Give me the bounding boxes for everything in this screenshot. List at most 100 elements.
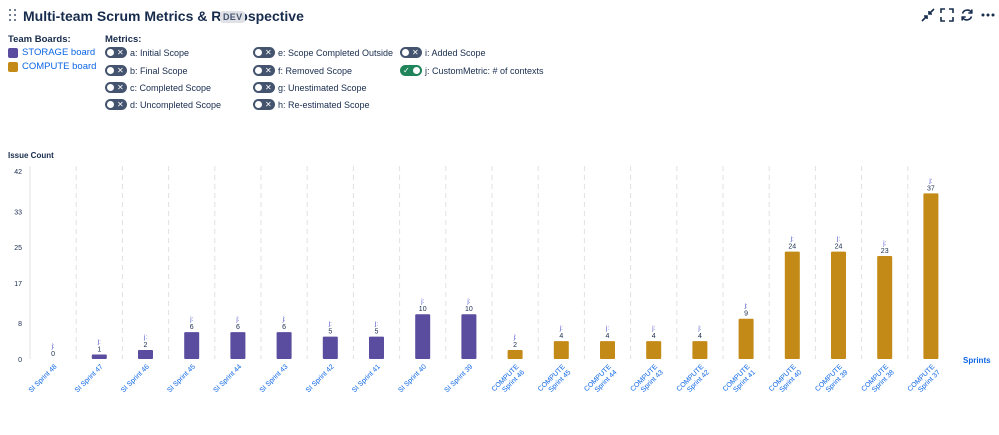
x-tick-label[interactable]: SI Sprint 47 — [74, 363, 105, 394]
y-tick-label: 8 — [18, 321, 22, 328]
data-point-prefix: j: — [235, 317, 239, 323]
metric-toggle-f[interactable]: ✕ f: Removed Scope — [253, 64, 352, 77]
bar[interactable] — [91, 354, 107, 359]
x-tick-label[interactable]: SI Sprint 46 — [120, 363, 151, 394]
bar[interactable] — [461, 314, 477, 359]
bar[interactable] — [923, 193, 939, 359]
metric-toggle-a[interactable]: ✕ a: Initial Scope — [105, 46, 189, 59]
board-name: STORAGE board — [22, 47, 96, 58]
x-tick-label[interactable]: COMPUTESprint 39 — [814, 363, 850, 399]
toggle-switch[interactable]: ✕ — [400, 47, 422, 58]
more-icon[interactable] — [980, 7, 996, 23]
data-label: 23 — [881, 248, 889, 255]
team-boards-legend: Team Boards: STORAGE board COMPUTE board — [8, 34, 96, 73]
toggle-switch[interactable]: ✕ — [105, 99, 127, 110]
x-tick-label[interactable]: SI Sprint 44 — [212, 363, 243, 394]
toggle-switch[interactable]: ✕ — [253, 47, 275, 58]
data-label: 5 — [375, 329, 379, 336]
x-tick-label[interactable]: COMPUTESprint 41 — [722, 363, 758, 399]
bar[interactable] — [784, 251, 800, 359]
x-tick-label[interactable]: COMPUTESprint 40 — [768, 363, 804, 399]
data-point-prefix: j: — [605, 326, 609, 332]
bar[interactable] — [738, 318, 754, 359]
metric-toggle-j[interactable]: ✓ j: CustomMetric: # of contexts — [400, 64, 544, 77]
toggle-switch[interactable]: ✕ — [253, 65, 275, 76]
data-label: 6 — [236, 324, 240, 331]
x-tick-label[interactable]: COMPUTESprint 42 — [676, 363, 712, 399]
data-label: 5 — [328, 329, 332, 336]
data-label: 2 — [144, 342, 148, 349]
x-tick-label[interactable]: COMPUTESprint 43 — [629, 363, 665, 399]
bar[interactable] — [831, 251, 846, 359]
bar[interactable] — [415, 314, 431, 359]
toggle-switch[interactable]: ✕ — [253, 99, 275, 110]
toggle-switch[interactable]: ✓ — [400, 65, 422, 76]
toggle-switch[interactable]: ✕ — [253, 82, 275, 93]
metric-label: d: Uncompleted Scope — [130, 99, 222, 110]
data-point-prefix: j: — [513, 335, 517, 341]
metric-toggle-d[interactable]: ✕ d: Uncompleted Scope — [105, 98, 221, 111]
bar[interactable] — [369, 336, 384, 359]
collapse-icon[interactable] — [920, 7, 936, 23]
x-tick-label[interactable]: SI Sprint 39 — [443, 363, 474, 394]
data-point-prefix: j: — [559, 326, 563, 332]
board-storage[interactable]: STORAGE board — [8, 46, 96, 59]
x-tick-label[interactable]: COMPUTESprint 45 — [537, 363, 573, 399]
x-tick-label[interactable]: COMPUTESprint 38 — [860, 363, 896, 399]
metric-label: a: Initial Scope — [130, 47, 190, 58]
y-tick-label: 17 — [14, 281, 22, 288]
x-tick-label[interactable]: COMPUTESprint 37 — [907, 363, 943, 399]
bar[interactable] — [276, 332, 292, 359]
data-point-prefix: j: — [328, 322, 332, 328]
x-tick-label[interactable]: SI Sprint 42 — [305, 363, 336, 394]
data-label: 2 — [513, 342, 517, 349]
bar[interactable] — [553, 341, 569, 359]
x-tick-label[interactable]: COMPUTESprint 44 — [583, 363, 619, 399]
metric-label: f: Removed Scope — [278, 65, 353, 76]
fullscreen-icon[interactable] — [939, 7, 955, 23]
metric-label: e: Scope Completed Outside — [278, 47, 394, 58]
data-label: 24 — [835, 244, 843, 251]
y-tick-label: 25 — [14, 245, 22, 252]
bar[interactable] — [877, 256, 893, 359]
y-tick-label: 42 — [14, 169, 22, 176]
bar[interactable] — [322, 336, 338, 359]
board-compute[interactable]: COMPUTE board — [8, 60, 96, 73]
metric-toggle-c[interactable]: ✕ c: Completed Scope — [105, 81, 211, 94]
bar[interactable] — [138, 350, 153, 359]
x-tick-label[interactable]: SI Sprint 43 — [259, 363, 290, 394]
x-tick-label[interactable]: SI Sprint 40 — [397, 363, 428, 394]
data-point-prefix: j: — [697, 326, 701, 332]
x-tick-label[interactable]: COMPUTESprint 46 — [491, 363, 527, 399]
toggle-switch[interactable]: ✕ — [105, 47, 127, 58]
data-point-prefix: j: — [651, 326, 655, 332]
toggle-switch[interactable]: ✕ — [105, 65, 127, 76]
data-point-prefix: j: — [466, 299, 470, 305]
data-label: 0 — [51, 351, 55, 358]
toggle-switch[interactable]: ✕ — [105, 82, 127, 93]
data-point-prefix: j: — [51, 344, 55, 350]
metrics-label: Metrics: — [105, 34, 142, 45]
metric-label: c: Completed Scope — [130, 82, 212, 93]
metric-toggle-g[interactable]: ✕ g: Unestimated Scope — [253, 81, 367, 94]
metric-toggle-h[interactable]: ✕ h: Re-estimated Scope — [253, 98, 370, 111]
refresh-icon[interactable] — [959, 7, 975, 23]
metric-toggle-i[interactable]: ✕ i: Added Scope — [400, 46, 486, 59]
data-label: 10 — [465, 306, 473, 313]
bar[interactable] — [184, 332, 200, 359]
x-tick-label[interactable]: SI Sprint 41 — [351, 363, 382, 394]
bar[interactable] — [646, 341, 662, 359]
metric-toggle-e[interactable]: ✕ e: Scope Completed Outside — [253, 46, 393, 59]
bar[interactable] — [692, 341, 708, 359]
drag-handle-icon[interactable] — [9, 9, 19, 23]
bar[interactable] — [230, 332, 246, 359]
metric-label: b: Final Scope — [130, 65, 188, 76]
team-boards-label: Team Boards: — [8, 34, 71, 45]
metric-toggle-b[interactable]: ✕ b: Final Scope — [105, 64, 188, 77]
x-tick-label[interactable]: SI Sprint 45 — [166, 363, 197, 394]
bar[interactable] — [507, 350, 523, 359]
metric-label: i: Added Scope — [425, 47, 486, 58]
bar[interactable] — [600, 341, 615, 359]
x-tick-label[interactable]: SI Sprint 48 — [28, 363, 59, 394]
